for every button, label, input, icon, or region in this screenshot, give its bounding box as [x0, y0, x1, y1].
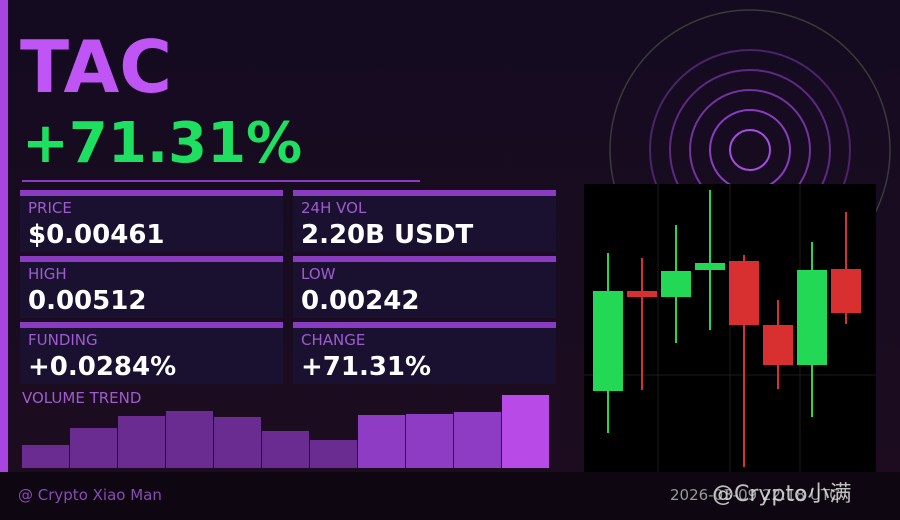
stat-card-strip	[293, 322, 556, 328]
stat-label: PRICE	[28, 199, 72, 217]
author: @ Crypto Xiao Man	[18, 486, 162, 504]
footer	[0, 472, 900, 520]
stat-label: 24H VOL	[301, 199, 367, 217]
candle-body	[729, 261, 759, 325]
candle-body	[797, 270, 827, 365]
stat-value: $0.00461	[28, 220, 165, 250]
stat-card	[293, 190, 556, 252]
stat-card-strip	[20, 256, 283, 262]
watermark: @Crypto小满	[712, 482, 851, 507]
timestamp: 2026-03-09 22:18 UTC	[670, 486, 840, 504]
stat-card	[293, 256, 556, 318]
candle-body	[695, 263, 725, 270]
volume-bar	[118, 416, 165, 468]
candle-body	[763, 325, 793, 365]
stat-card-strip	[293, 190, 556, 196]
volume-label: VOLUME TREND	[22, 389, 141, 407]
stat-card-strip	[20, 322, 283, 328]
stat-card-strip	[20, 190, 283, 196]
volume-bar	[502, 395, 549, 468]
volume-bar	[406, 414, 453, 468]
volume-bar	[214, 417, 261, 468]
volume-bar	[454, 412, 501, 468]
candle-body	[627, 291, 657, 297]
candle-body	[661, 271, 691, 297]
stat-value: 0.00512	[28, 286, 146, 316]
symbol: TAC	[20, 25, 172, 109]
stat-card-strip	[293, 256, 556, 262]
accent-bar	[0, 0, 8, 472]
candle-body	[593, 291, 623, 391]
volume-bar	[358, 415, 405, 468]
stat-card	[20, 190, 283, 252]
candle-body	[831, 269, 861, 313]
change-headline: +71.31%	[22, 111, 302, 176]
stat-value: +71.31%	[301, 352, 431, 382]
stat-value: 2.20B USDT	[301, 220, 473, 250]
volume-bar	[22, 445, 69, 468]
stat-label: CHANGE	[301, 331, 365, 349]
stat-card	[20, 256, 283, 318]
volume-bar	[310, 440, 357, 468]
volume-bar	[262, 431, 309, 468]
stat-label: FUNDING	[28, 331, 98, 349]
stat-label: LOW	[301, 265, 336, 283]
stat-label: HIGH	[28, 265, 67, 283]
stat-value: 0.00242	[301, 286, 419, 316]
volume-bar	[70, 428, 117, 468]
stat-value: +0.0284%	[28, 352, 176, 382]
volume-bar	[166, 411, 213, 468]
stat-card	[20, 322, 283, 384]
stat-card	[293, 322, 556, 384]
